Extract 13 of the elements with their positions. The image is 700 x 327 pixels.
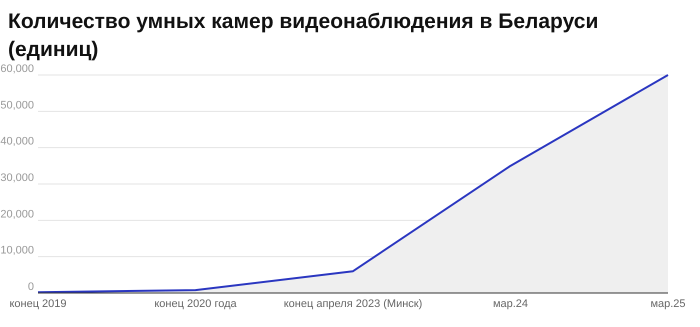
y-tick-label: 0 [28, 281, 34, 293]
y-tick-label: 40,000 [0, 136, 34, 148]
x-tick-label: мар.25 [650, 298, 686, 310]
x-tick-label: конец 2020 года [154, 298, 238, 310]
chart-title: Количество умных камер видеонаблюдения в Беларуси (единиц) [8, 10, 598, 61]
y-tick-label: 50,000 [0, 99, 34, 112]
y-tick-label: 60,000 [0, 63, 34, 75]
x-tick-label: мар.24 [492, 298, 528, 310]
y-tick-label: 30,000 [0, 172, 34, 184]
y-tick-label: 20,000 [0, 208, 34, 220]
y-tick-label: 10,000 [0, 244, 34, 257]
x-tick-label: конец апреля 2023 (Минск) [284, 298, 422, 310]
x-tick-label: конец 2019 [9, 298, 67, 310]
